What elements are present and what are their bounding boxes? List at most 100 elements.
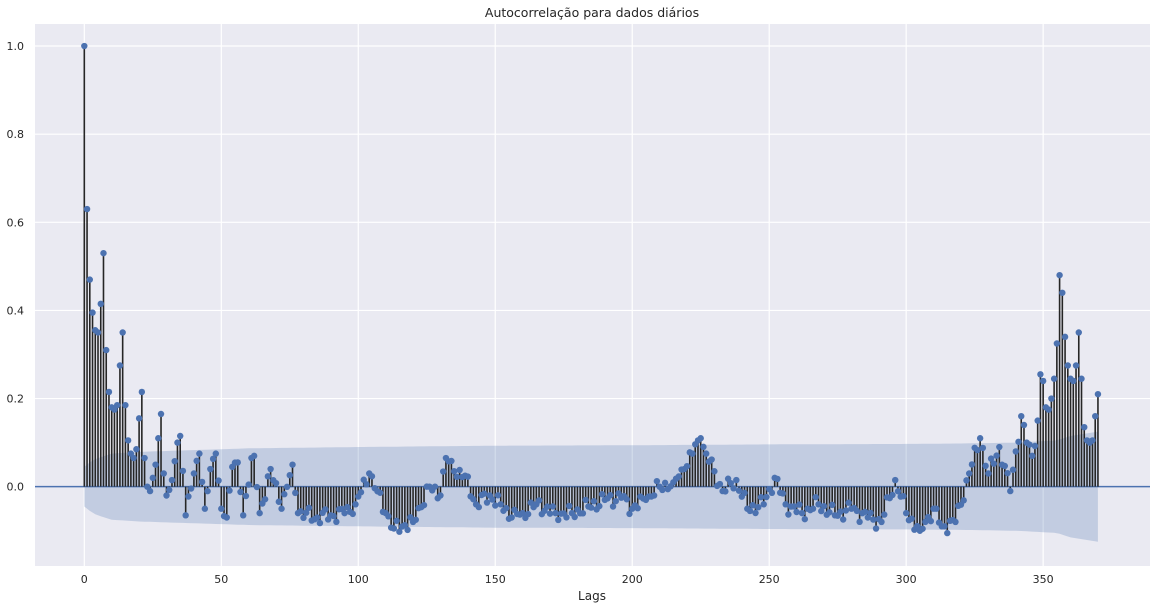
acf-point [968, 461, 976, 468]
acf-point [119, 329, 126, 336]
acf-point [1034, 417, 1041, 424]
x-tick-label: 300 [896, 573, 917, 586]
acf-point [135, 415, 143, 422]
acf-point [650, 492, 658, 499]
acf-point [297, 508, 304, 515]
acf-point [894, 488, 902, 495]
acf-point [492, 502, 499, 509]
acf-point [1001, 462, 1009, 470]
acf-point [464, 473, 472, 480]
acf-point [683, 462, 691, 470]
acf-point [878, 518, 885, 526]
acf-point [963, 477, 970, 484]
x-tick-label: 250 [759, 573, 780, 586]
acf-point [727, 479, 735, 487]
acf-point [730, 485, 737, 492]
acf-point [661, 479, 669, 487]
acf-point [237, 488, 244, 496]
acf-point [941, 523, 948, 530]
acf-point [385, 513, 392, 520]
acf-point [267, 465, 274, 473]
acf-point [450, 468, 458, 475]
acf-point [763, 493, 770, 501]
y-tick-label: 0.0 [7, 481, 25, 494]
acf-point [1081, 423, 1088, 431]
acf-point [305, 504, 313, 511]
acf-point [735, 487, 743, 494]
acf-point [524, 510, 532, 518]
acf-point [483, 499, 491, 506]
acf-point [456, 466, 463, 474]
acf-point [171, 457, 178, 465]
acf-point [755, 504, 762, 511]
x-tick-label: 100 [348, 573, 369, 586]
acf-point [960, 497, 967, 504]
acf-point [1050, 375, 1058, 382]
acf-point [300, 514, 307, 522]
acf-point [218, 505, 225, 512]
acf-point [927, 517, 935, 525]
acf-point [1075, 329, 1082, 336]
acf-point [363, 481, 370, 488]
acf-point [179, 467, 187, 475]
acf-point [1037, 371, 1044, 378]
acf-point [497, 501, 504, 508]
acf-point [396, 528, 403, 535]
acf-point [116, 362, 124, 369]
acf-point [286, 471, 293, 479]
acf-point [571, 513, 578, 521]
acf-point [845, 499, 852, 506]
acf-point [749, 501, 756, 509]
acf-point [826, 509, 833, 516]
acf-point [544, 503, 551, 510]
acf-point [83, 205, 91, 213]
acf-point [609, 503, 617, 510]
acf-point [256, 509, 263, 517]
acf-point [566, 502, 573, 510]
acf-point [155, 435, 162, 442]
chart-title: Autocorrelação para dados diários [485, 5, 699, 20]
x-tick-label: 350 [1033, 573, 1054, 586]
acf-point [475, 503, 483, 511]
acf-point [152, 461, 159, 468]
acf-point [313, 514, 321, 521]
acf-point [242, 492, 250, 500]
acf-point [757, 494, 765, 501]
acf-point [420, 501, 428, 509]
acf-point [653, 477, 661, 485]
acf-point [196, 450, 203, 457]
y-tick-label: 0.8 [7, 128, 25, 141]
acf-point [793, 508, 800, 516]
acf-point [842, 507, 850, 514]
acf-point [881, 511, 888, 518]
x-tick-label: 0 [81, 573, 88, 586]
x-tick-label: 150 [485, 573, 506, 586]
acf-point [965, 470, 973, 477]
acf-point [801, 515, 809, 523]
acf-point [146, 487, 154, 495]
acf-point [675, 473, 682, 480]
acf-point [985, 470, 992, 477]
acf-point [1064, 362, 1072, 369]
acf-point [166, 486, 173, 494]
acf-point [1018, 412, 1025, 420]
acf-point [168, 476, 176, 484]
acf-point [240, 512, 247, 519]
acf-point [176, 432, 184, 440]
acf-point [626, 510, 633, 518]
acf-point [596, 502, 603, 510]
acf-point [702, 450, 710, 457]
x-axis-label: Lags [578, 589, 606, 603]
acf-point [623, 496, 630, 503]
acf-point [163, 492, 170, 499]
acf-point [207, 465, 214, 473]
acf-point [431, 483, 439, 490]
acf-point [582, 496, 589, 504]
acf-point [341, 509, 348, 517]
acf-point [390, 525, 398, 532]
acf-point [952, 518, 959, 526]
acf-point [174, 439, 181, 446]
acf-point [1012, 448, 1019, 455]
acf-point [908, 515, 915, 522]
